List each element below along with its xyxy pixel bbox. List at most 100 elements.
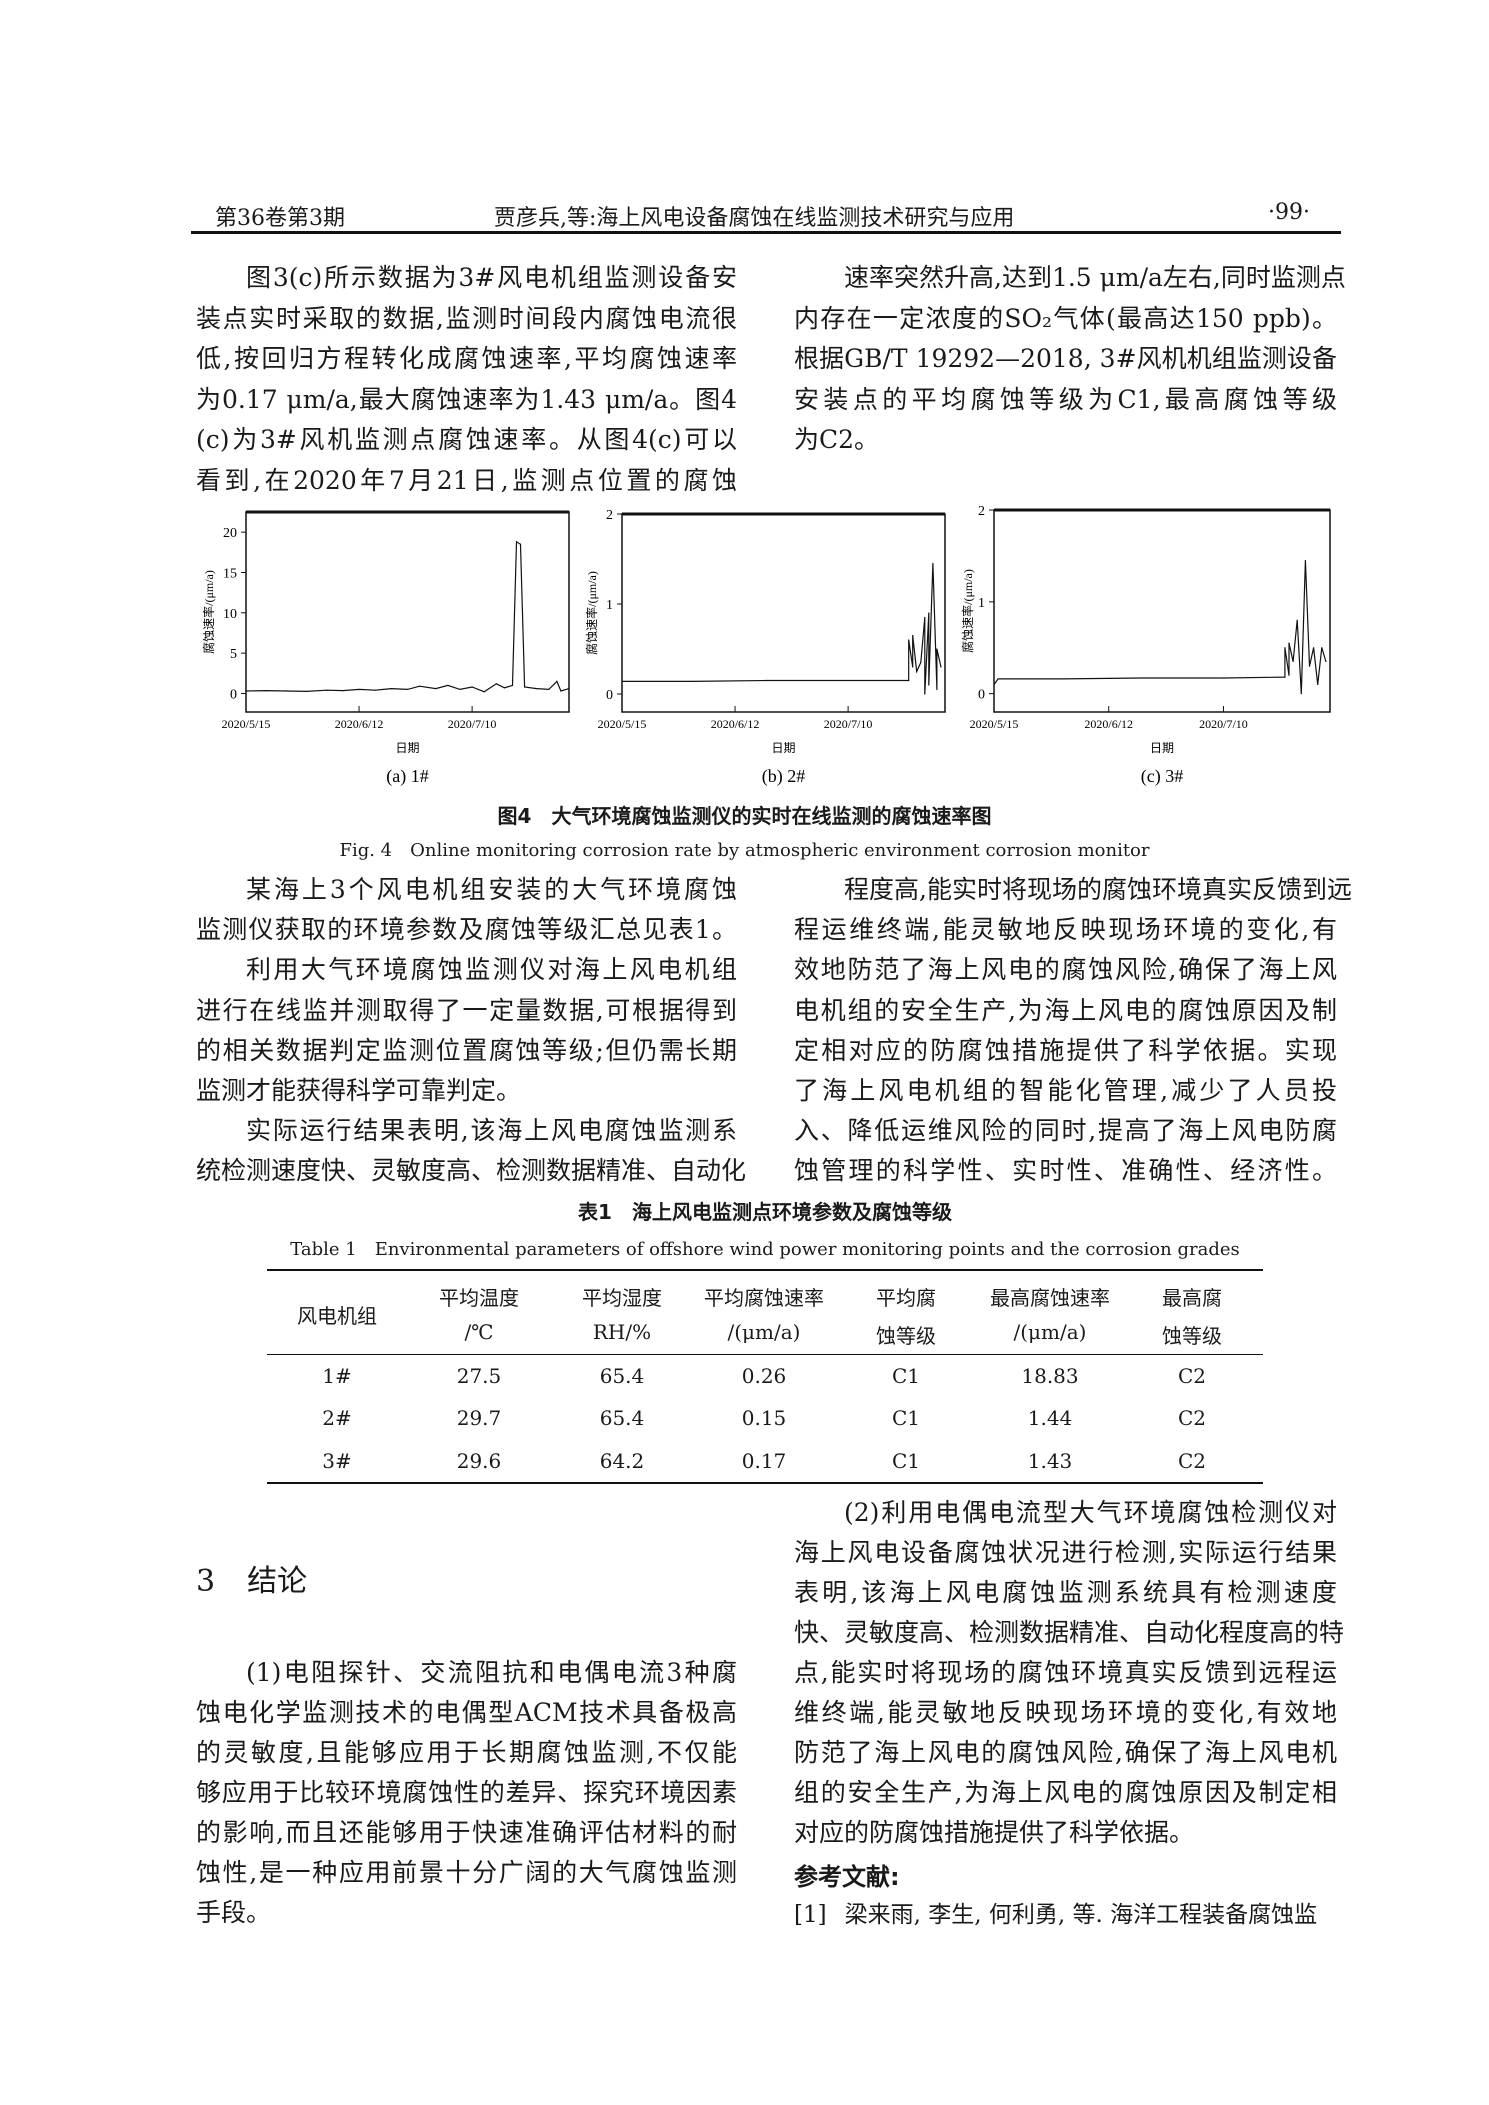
table-header-cell: /(μm/a) bbox=[727, 1320, 801, 1344]
data-point bbox=[483, 691, 485, 693]
data-point bbox=[766, 679, 768, 682]
table-title-cn: 表1 海上风电监测点环境参数及腐蚀等级 bbox=[578, 1200, 952, 1224]
reference-text: 梁来雨, 李生, 何利勇, 等. 海洋工程装备腐蚀监 bbox=[844, 1902, 1318, 1928]
corrosion-rate-series bbox=[622, 563, 942, 695]
text-line: 程度高,能实时将现场的腐蚀环境真实反馈到远 bbox=[844, 875, 1352, 904]
text-line: 根据GB/T 19292—2018, 3#风机机组监测设备 bbox=[794, 344, 1337, 373]
table-header-cell: 最高腐蚀速率 bbox=[990, 1286, 1110, 1310]
corrosion-rate-series bbox=[245, 540, 570, 693]
text-line: 监测才能获得科学可靠判定。 bbox=[196, 1076, 522, 1105]
table-header-cell: 最高腐 bbox=[1162, 1286, 1222, 1310]
journal-issue: 第36卷第3期 bbox=[215, 206, 345, 231]
table-cell: C1 bbox=[891, 1406, 921, 1430]
data-point bbox=[1300, 693, 1302, 695]
data-point bbox=[548, 688, 550, 691]
table-header-cell: /℃ bbox=[464, 1320, 494, 1344]
text-line: 了海上风电机组的智能化管理,减少了人员投 bbox=[794, 1076, 1337, 1105]
table-cell: 64.2 bbox=[599, 1449, 645, 1473]
data-point bbox=[1222, 677, 1225, 679]
data-point bbox=[568, 688, 570, 690]
text-line: 定相对应的防腐蚀措施提供了科学依据。实现 bbox=[794, 1035, 1337, 1065]
data-point bbox=[1325, 660, 1327, 663]
y-tick-label: 20 bbox=[223, 526, 237, 541]
x-tick-label: 2020/6/12 bbox=[1084, 717, 1133, 731]
figure-title-en: Fig. 4 Online monitoring corrosion rate … bbox=[339, 840, 1150, 861]
plot-frame bbox=[993, 509, 1331, 713]
data-point bbox=[1063, 678, 1065, 680]
table-cell: 65.4 bbox=[599, 1406, 645, 1430]
text-line: 手段。 bbox=[196, 1898, 272, 1927]
data-point bbox=[326, 689, 328, 691]
table-cell: 0.15 bbox=[741, 1406, 787, 1430]
table-header-rule bbox=[267, 1354, 1263, 1355]
data-point bbox=[358, 688, 360, 691]
data-point bbox=[419, 685, 421, 687]
text-line: (c)为3#风机监测点腐蚀速率。从图4(c)可以 bbox=[196, 425, 737, 454]
text-line: 看到,在2020年7月21日,监测点位置的腐蚀 bbox=[196, 465, 737, 495]
y-tick-label: 10 bbox=[223, 607, 237, 622]
section-number: 3 bbox=[196, 1564, 216, 1599]
data-point bbox=[1288, 674, 1290, 676]
text-line: 程运维终端,能灵敏地反映现场环境的变化,有 bbox=[794, 915, 1337, 945]
x-tick-label: 2020/7/10 bbox=[1199, 717, 1248, 731]
table-cell: 1# bbox=[322, 1364, 352, 1388]
data-point bbox=[374, 689, 376, 691]
data-point bbox=[1321, 647, 1323, 649]
text-line: 为0.17 μm/a,最大腐蚀速率为1.43 μm/a。图4 bbox=[196, 384, 737, 414]
text-line: 利用大气环境腐蚀监测仪对海上风电机组 bbox=[246, 955, 737, 985]
x-tick-label: 2020/7/10 bbox=[824, 717, 873, 731]
data-point bbox=[936, 648, 938, 650]
text-line: 蚀电化学监测技术的电偶型ACM技术具备极高 bbox=[196, 1698, 737, 1727]
x-tick-label: 2020/7/10 bbox=[448, 717, 497, 731]
table-cell: 18.83 bbox=[1021, 1364, 1079, 1388]
data-point bbox=[560, 690, 562, 692]
data-point bbox=[285, 690, 287, 692]
table-cell: 29.6 bbox=[456, 1449, 502, 1473]
data-point bbox=[924, 616, 926, 619]
data-point bbox=[993, 683, 995, 686]
data-point bbox=[519, 543, 522, 545]
table-cell: 0.17 bbox=[741, 1449, 787, 1473]
text-line: 表明,该海上风电腐蚀监测系统具有检测速度 bbox=[794, 1578, 1337, 1607]
text-line: 蚀管理的科学性、实时性、准确性、经济性。 bbox=[794, 1156, 1337, 1186]
reference-number: [1] bbox=[794, 1902, 827, 1928]
data-point bbox=[1140, 677, 1143, 679]
table-bottom-rule bbox=[267, 1482, 1263, 1484]
table-header-cell: 蚀等级 bbox=[876, 1324, 936, 1348]
text-line: 快、灵敏度高、检测数据精准、自动化程度高的特 bbox=[794, 1618, 1345, 1647]
text-line: (2)利用电偶电流型大气环境腐蚀检测仪对 bbox=[844, 1498, 1337, 1527]
y-tick-label: 15 bbox=[223, 566, 237, 581]
data-point bbox=[908, 639, 910, 641]
table-cell: 2# bbox=[322, 1406, 352, 1430]
table-cell: C2 bbox=[1177, 1406, 1207, 1430]
text-line: 图3(c)所示数据为3#风电机组监测设备安 bbox=[246, 263, 737, 292]
section-heading: 3 结论 bbox=[196, 1556, 307, 1600]
x-tick-label: 2020/5/15 bbox=[970, 717, 1019, 731]
data-point bbox=[940, 666, 942, 668]
x-axis-label: 日期 bbox=[1150, 741, 1174, 755]
data-point bbox=[1308, 665, 1311, 667]
table-cell: 29.7 bbox=[456, 1406, 502, 1430]
text-line: 够应用于比较环境腐蚀性的差异、探究环境因素 bbox=[196, 1778, 737, 1807]
text-line: 海上风电设备腐蚀状况进行检测,实际运行结果 bbox=[794, 1538, 1337, 1567]
x-tick-label: 2020/6/12 bbox=[335, 717, 384, 731]
data-point bbox=[536, 688, 538, 690]
text-line: 统检测速度快、灵敏度高、检测数据精准、自动化 bbox=[196, 1156, 747, 1186]
text-line: 入、降低运维风险的同时,提高了海上风电防腐 bbox=[794, 1116, 1337, 1146]
subfigure-caption: (c) 3# bbox=[1141, 766, 1183, 787]
data-point bbox=[1292, 660, 1294, 663]
subfigure-caption: (a) 1# bbox=[386, 766, 428, 787]
y-tick-label: 0 bbox=[978, 688, 985, 703]
text-line: (1)电阻探针、交流阻抗和电偶电流3种腐 bbox=[246, 1658, 737, 1687]
data-point bbox=[928, 612, 930, 614]
header-rule bbox=[191, 231, 1341, 234]
data-point bbox=[390, 688, 392, 690]
data-point bbox=[924, 693, 926, 695]
y-axis-label: 腐蚀速率/(μm/a) bbox=[201, 570, 216, 654]
x-axis-label: 日期 bbox=[771, 741, 795, 755]
text-line: 内存在一定浓度的SO₂气体(最高达150 ppb)。 bbox=[794, 303, 1337, 333]
table-header-cell: /(μm/a) bbox=[1013, 1320, 1087, 1344]
data-point bbox=[1284, 647, 1286, 649]
table-header-cell: 平均湿度 bbox=[582, 1286, 662, 1310]
